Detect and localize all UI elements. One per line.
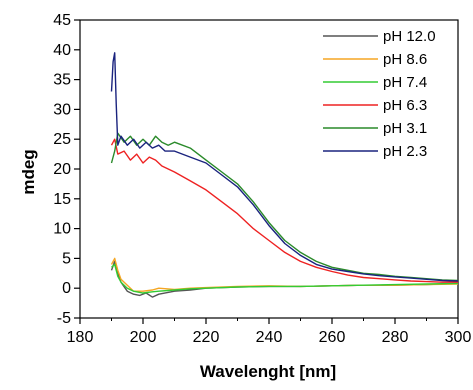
series-layer	[110, 52, 459, 298]
x-axis-title: Wavelenght [nm]	[200, 362, 336, 381]
y-axis-title: mdeg	[19, 149, 38, 194]
legend-label: pH 12.0	[383, 28, 436, 45]
y-tick-label: 40	[53, 42, 71, 59]
x-tick-label: 280	[382, 329, 409, 346]
legend: pH 12.0 pH 8.6 pH 7.4 pH 6.3 pH 3.1 pH 2.3	[323, 28, 436, 160]
y-tick-label: -5	[57, 310, 71, 327]
y-tick-label: 0	[62, 280, 71, 297]
series-line-ph-2-3	[110, 52, 459, 282]
y-tick-label: 35	[53, 72, 71, 89]
ticks-layer: 180 200 220 240 260 280 300 -5 0 5 10 15 20 25 30 35 40 4…	[53, 12, 471, 346]
legend-label: pH 6.3	[383, 97, 427, 114]
x-tick-label: 220	[193, 329, 220, 346]
y-tick-label: 10	[53, 221, 71, 238]
y-tick-label: 45	[53, 12, 71, 29]
x-tick-label: 200	[130, 329, 157, 346]
legend-label: pH 3.1	[383, 120, 427, 137]
legend-label: pH 7.4	[383, 74, 427, 91]
series-line-ph-3-1	[110, 132, 459, 282]
y-tick-label: 15	[53, 191, 71, 208]
series-line-ph-6-3	[110, 138, 458, 283]
x-tick-label: 240	[256, 329, 283, 346]
y-tick-label: 25	[53, 131, 71, 148]
y-tick-label: 5	[62, 250, 71, 267]
x-tick-label: 300	[445, 329, 472, 346]
y-tick-label: 20	[53, 161, 71, 178]
series-line-ph-7-4	[111, 263, 459, 294]
series-line-ph-12-0	[110, 260, 459, 298]
legend-label: pH 8.6	[383, 51, 427, 68]
x-tick-label: 260	[319, 329, 346, 346]
legend-label: pH 2.3	[383, 143, 427, 160]
y-tick-label: 30	[53, 101, 71, 118]
x-tick-label: 180	[67, 329, 94, 346]
